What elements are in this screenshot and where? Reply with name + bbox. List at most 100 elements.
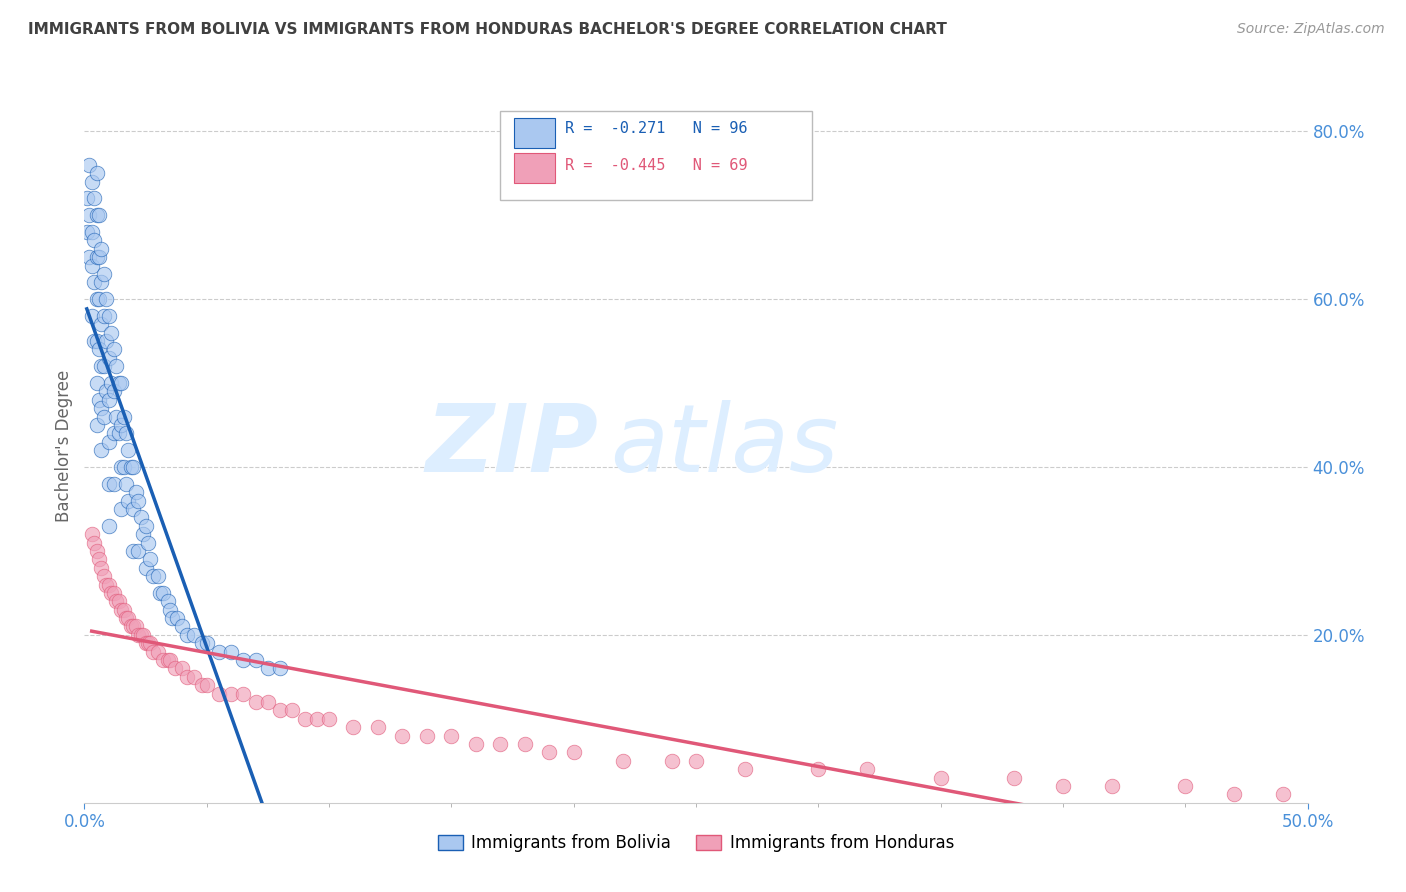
Point — [132, 527, 155, 541]
Text: R =  -0.271   N = 96: R = -0.271 N = 96 — [565, 121, 748, 136]
Point — [96, 292, 118, 306]
Point — [269, 661, 291, 675]
Point — [103, 343, 125, 357]
Point — [90, 275, 112, 289]
Point — [90, 359, 112, 374]
Point — [103, 586, 125, 600]
Point — [538, 746, 561, 760]
Point — [80, 527, 103, 541]
Point — [245, 695, 267, 709]
Point — [122, 544, 145, 558]
Point — [367, 720, 389, 734]
Point — [96, 577, 118, 591]
Point — [146, 569, 169, 583]
Point — [107, 426, 129, 441]
Point — [86, 292, 108, 306]
Point — [115, 426, 138, 441]
Point — [127, 544, 149, 558]
Point — [76, 225, 98, 239]
Point — [86, 376, 108, 390]
Point — [97, 518, 120, 533]
Point — [83, 191, 105, 205]
Point — [105, 359, 128, 374]
Point — [734, 762, 756, 776]
Point — [96, 384, 118, 399]
Point — [176, 628, 198, 642]
Point — [257, 661, 280, 675]
Point — [162, 611, 184, 625]
Point — [149, 586, 172, 600]
Point — [93, 267, 115, 281]
Point — [129, 628, 152, 642]
Point — [103, 426, 125, 441]
Point — [135, 636, 157, 650]
Text: atlas: atlas — [610, 401, 838, 491]
Point — [146, 645, 169, 659]
Point — [440, 729, 463, 743]
Point — [80, 259, 103, 273]
Text: R =  -0.445   N = 69: R = -0.445 N = 69 — [565, 158, 748, 173]
Point — [90, 401, 112, 416]
Point — [115, 611, 138, 625]
Point — [232, 653, 254, 667]
Point — [80, 225, 103, 239]
Point — [269, 703, 291, 717]
Point — [86, 166, 108, 180]
Point — [135, 518, 157, 533]
Y-axis label: Bachelor's Degree: Bachelor's Degree — [55, 370, 73, 522]
Point — [191, 678, 214, 692]
Point — [122, 502, 145, 516]
Point — [93, 409, 115, 424]
Point — [129, 510, 152, 524]
Point — [142, 645, 165, 659]
Point — [166, 611, 188, 625]
Point — [96, 334, 118, 348]
Point — [103, 384, 125, 399]
Point — [135, 560, 157, 574]
Point — [245, 653, 267, 667]
Point — [152, 653, 174, 667]
Point — [120, 619, 142, 633]
Point — [86, 208, 108, 222]
Point — [281, 703, 304, 717]
Point — [1272, 788, 1295, 802]
Point — [93, 359, 115, 374]
Point — [117, 443, 139, 458]
Point — [90, 242, 112, 256]
FancyBboxPatch shape — [501, 111, 813, 200]
Point — [807, 762, 830, 776]
Point — [117, 611, 139, 625]
Point — [77, 250, 100, 264]
Point — [87, 250, 110, 264]
Point — [86, 417, 108, 432]
FancyBboxPatch shape — [513, 118, 555, 148]
Point — [156, 594, 179, 608]
Point — [90, 560, 112, 574]
Point — [391, 729, 413, 743]
Point — [661, 754, 683, 768]
Point — [90, 318, 112, 332]
Point — [612, 754, 634, 768]
Point — [120, 460, 142, 475]
Legend: Immigrants from Bolivia, Immigrants from Honduras: Immigrants from Bolivia, Immigrants from… — [432, 828, 960, 859]
Point — [136, 636, 159, 650]
Point — [107, 594, 129, 608]
Point — [132, 628, 155, 642]
Point — [127, 493, 149, 508]
Point — [115, 476, 138, 491]
Point — [208, 645, 231, 659]
Point — [219, 687, 242, 701]
Point — [219, 645, 242, 659]
Point — [1174, 779, 1197, 793]
Point — [100, 376, 122, 390]
Point — [176, 670, 198, 684]
Point — [83, 275, 105, 289]
Point — [93, 309, 115, 323]
Point — [1101, 779, 1123, 793]
Point — [172, 619, 194, 633]
Point — [562, 746, 585, 760]
Point — [191, 636, 214, 650]
Point — [77, 158, 100, 172]
Point — [159, 603, 181, 617]
Point — [856, 762, 879, 776]
